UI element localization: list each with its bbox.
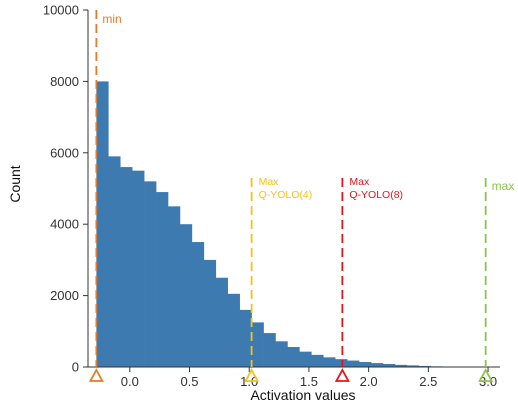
histogram-bar xyxy=(263,333,276,367)
x-tick-label: 2.0 xyxy=(360,374,378,389)
histogram-bar xyxy=(144,181,157,367)
histogram-bar xyxy=(275,341,288,367)
histogram-bar xyxy=(168,206,181,367)
histogram-bar xyxy=(227,293,240,367)
histogram-bar xyxy=(299,351,312,367)
histogram-bar xyxy=(132,170,145,367)
histogram-bar xyxy=(382,363,396,367)
reference-triangle-marker xyxy=(88,368,104,382)
histogram-bar xyxy=(215,277,229,367)
histogram-bar xyxy=(108,156,121,367)
histogram-bars xyxy=(96,81,479,368)
y-axis-title: Count xyxy=(7,165,23,202)
histogram-bar xyxy=(418,365,432,367)
histogram-bar xyxy=(323,357,336,367)
x-tick-label: 1.5 xyxy=(300,374,318,389)
histogram-bar xyxy=(120,167,133,367)
histogram-bar xyxy=(347,360,360,367)
reference-triangle-marker xyxy=(478,368,494,382)
y-tick-label: 10000 xyxy=(43,3,79,18)
y-tick-label: 8000 xyxy=(50,74,79,89)
x-tick-label: 0.0 xyxy=(121,374,139,389)
x-tick-label: 2.5 xyxy=(419,374,437,389)
reference-label: max xyxy=(492,179,515,193)
histogram-bar xyxy=(335,359,348,367)
reference-label: min xyxy=(102,12,121,26)
histogram-bar xyxy=(203,259,217,367)
histogram-bar xyxy=(156,192,169,367)
y-tick-label: 0 xyxy=(72,360,79,375)
histogram-bar xyxy=(406,365,420,367)
histogram-bar xyxy=(191,242,205,367)
y-tick-label: 4000 xyxy=(50,217,79,232)
histogram-bar xyxy=(239,309,252,367)
histogram-bar xyxy=(311,354,324,367)
y-tick-label: 2000 xyxy=(50,288,79,303)
reference-label-line2: Q-YOLO(4) xyxy=(259,189,313,201)
reference-triangle-marker xyxy=(334,368,350,382)
histogram-bar xyxy=(394,364,408,367)
reference-label-line1: Max xyxy=(349,176,370,188)
histogram-bar xyxy=(251,322,264,368)
reference-label-line2: Q-YOLO(8) xyxy=(349,189,403,201)
axes xyxy=(87,10,500,368)
reference-triangle-marker xyxy=(244,368,260,382)
x-tick-label: 0.5 xyxy=(180,374,198,389)
reference-label-line1: Max xyxy=(259,176,280,188)
histogram-bar xyxy=(359,362,372,367)
y-ticks: 0 2000 4000 6000 8000 10000 xyxy=(43,3,88,375)
histogram-bar xyxy=(96,81,109,368)
y-tick-label: 6000 xyxy=(50,145,79,160)
histogram-bar xyxy=(179,224,193,367)
x-ticks: 0.0 0.5 1.0 1.5 2.0 2.5 3.0 xyxy=(121,367,497,389)
x-axis-title: Activation values xyxy=(250,387,355,403)
histogram-bar xyxy=(287,347,300,367)
histogram-bar xyxy=(371,363,384,367)
